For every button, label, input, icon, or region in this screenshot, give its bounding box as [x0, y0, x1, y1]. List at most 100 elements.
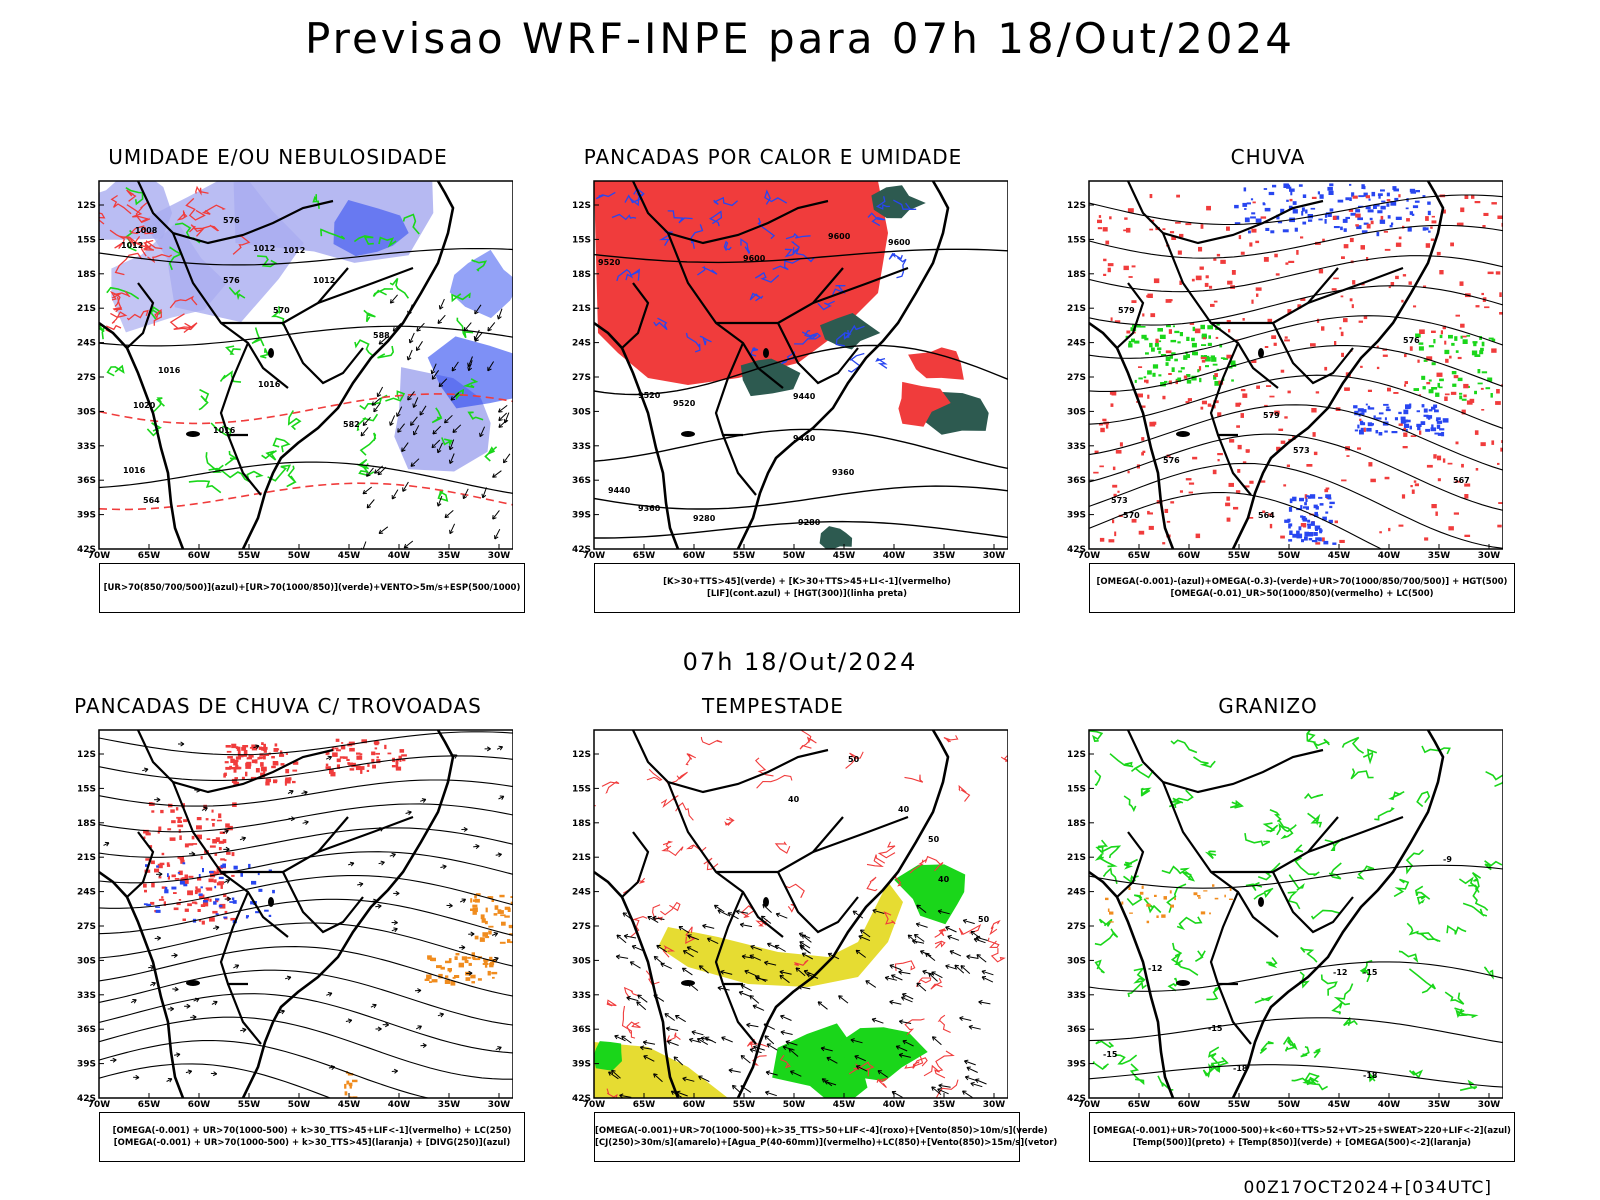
speckle	[474, 895, 477, 899]
contour-line	[99, 969, 513, 1026]
speckle	[1422, 386, 1426, 390]
speckle	[1329, 183, 1334, 187]
contour-label: 9360	[832, 468, 855, 477]
speckle	[184, 908, 189, 912]
speckle	[1491, 440, 1495, 445]
speckle	[1375, 430, 1379, 434]
speckle	[1325, 487, 1330, 490]
map-umidade: 70W 65W 60W 55W 50W 45W 40W 35W 30W12S15S18S21S2…	[77, 180, 513, 561]
speckle	[1242, 461, 1247, 464]
speckle	[195, 886, 198, 889]
contour-line	[1206, 986, 1221, 1001]
wind-vector-head	[931, 1036, 937, 1041]
country-border	[1209, 891, 1240, 986]
wind-vector-head	[766, 1043, 772, 1048]
wind-vector	[401, 442, 409, 452]
speckle	[344, 1091, 348, 1096]
contour-label: 50	[928, 835, 940, 844]
panel-granizo: GRANIZO 70W 65W 60W 55W 50W 45W 40W 35W 30W 12S 15…	[1033, 694, 1515, 1164]
wind-vector-head	[916, 904, 921, 909]
speckle	[1479, 336, 1482, 340]
wind-vector	[377, 386, 384, 397]
wind-vector	[619, 1094, 632, 1098]
panel-title: CHUVA	[1230, 145, 1306, 169]
speckle	[1186, 336, 1190, 341]
speckle	[1474, 430, 1479, 435]
wind-vector-head	[349, 861, 355, 867]
y-tick-label: 15S	[77, 784, 96, 794]
wind-vector-head	[959, 1016, 964, 1021]
speckle	[1472, 341, 1478, 344]
y-tick-label: 39S	[1067, 1060, 1086, 1070]
speckle	[1313, 532, 1318, 536]
speckle	[198, 893, 203, 896]
speckle	[1358, 414, 1361, 417]
wind-vector	[366, 467, 374, 477]
plot-frame	[593, 180, 1008, 550]
contour-line	[1393, 878, 1410, 898]
speckle	[1187, 398, 1192, 402]
speckle	[1374, 203, 1380, 207]
speckle	[1409, 403, 1412, 408]
contour-line	[601, 781, 620, 795]
contour-line	[126, 204, 150, 223]
contour-line	[1388, 790, 1405, 801]
wind-vector-head	[112, 1057, 117, 1063]
speckle	[1430, 226, 1433, 229]
contour-line	[1300, 946, 1318, 963]
speckle	[268, 869, 272, 872]
speckle	[1332, 542, 1337, 545]
speckle	[1231, 270, 1236, 275]
speckle	[487, 970, 491, 976]
wind-vector	[416, 341, 423, 351]
speckle	[1264, 207, 1271, 212]
speckle	[241, 776, 245, 780]
contour-line	[1408, 968, 1436, 994]
contour-line	[685, 926, 696, 945]
speckle	[1421, 404, 1425, 408]
speckle	[1384, 417, 1387, 421]
contour-line	[749, 292, 764, 302]
speckle	[1278, 428, 1284, 431]
contour-line	[99, 946, 513, 997]
contour-line	[260, 348, 271, 359]
wind-vector	[765, 1091, 777, 1097]
speckle	[1289, 198, 1293, 202]
wind-vector-head	[713, 904, 719, 910]
speckle	[1123, 229, 1129, 232]
speckle	[1409, 211, 1413, 215]
contour-label: 564	[143, 496, 160, 505]
plot-frame	[1088, 180, 1503, 550]
speckle	[1166, 454, 1171, 458]
country-border	[714, 891, 745, 986]
wind-vector	[776, 913, 788, 919]
speckle	[1314, 525, 1321, 530]
speckle	[1352, 195, 1358, 199]
speckle	[183, 883, 188, 887]
speckle	[491, 899, 494, 902]
map-layers	[1089, 183, 1503, 549]
wind-vector	[740, 923, 753, 928]
panel-legend: [OMEGA(-0.001)+UR>70(1000-500)+k<60+TTS>…	[1089, 1112, 1515, 1162]
speckle	[273, 748, 280, 751]
wind-vector-head	[688, 1037, 694, 1043]
speckle	[1141, 437, 1145, 441]
speckle	[1152, 364, 1159, 369]
speckle	[1337, 199, 1344, 203]
speckle	[1171, 367, 1175, 372]
contour-line	[1294, 857, 1320, 877]
speckle	[1436, 372, 1443, 377]
wind-vector-head	[865, 980, 870, 985]
wind-vector-head	[889, 999, 894, 1005]
speckle	[1162, 542, 1166, 545]
speckle	[1421, 375, 1426, 380]
y-tick-label: 27S	[77, 373, 96, 383]
speckle	[471, 956, 474, 959]
contour-line	[1207, 1046, 1225, 1064]
wind-vector	[850, 1039, 863, 1044]
wind-vector	[666, 1027, 679, 1031]
speckle	[229, 901, 234, 903]
speckle	[1377, 210, 1383, 214]
speckle	[1363, 222, 1369, 225]
contour-line	[378, 236, 397, 248]
